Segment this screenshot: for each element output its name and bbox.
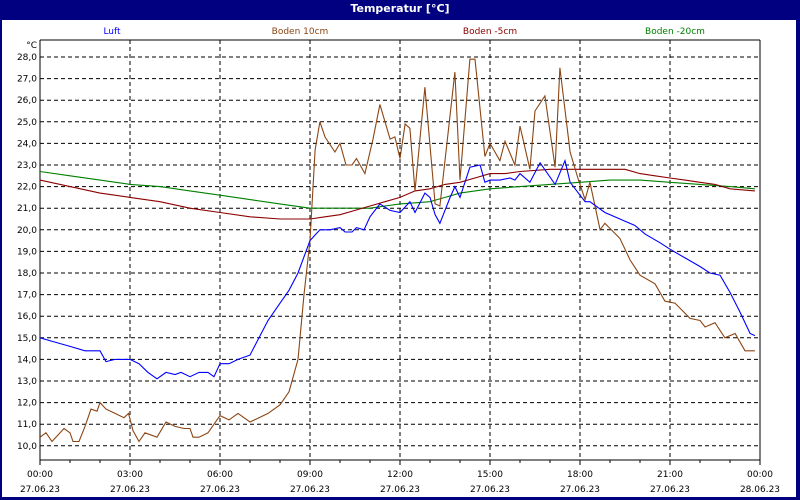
x-tick-date: 27.06.23	[20, 485, 60, 495]
x-tick-date: 27.06.23	[200, 485, 240, 495]
y-tick-label: 18,0	[17, 269, 37, 279]
x-tick-date: 27.06.23	[290, 485, 330, 495]
y-tick-label: 15,0	[17, 334, 37, 344]
x-tick-time: 12:00	[387, 470, 413, 480]
y-tick-label: 21,0	[17, 204, 37, 214]
x-tick-time: 09:00	[297, 470, 323, 480]
x-tick-time: 03:00	[117, 470, 143, 480]
x-tick-date: 27.06.23	[650, 485, 690, 495]
chart-panel	[2, 20, 796, 497]
x-tick-time: 00:00	[27, 470, 53, 480]
series-line-boden-10cm	[39, 58, 755, 443]
y-axis-unit: °C	[26, 41, 37, 51]
series-line-boden-5cm	[39, 168, 755, 220]
y-tick-label: 27,0	[17, 75, 37, 85]
y-tick-label: 25,0	[17, 118, 37, 128]
y-tick-label: 23,0	[17, 161, 37, 171]
legend-entry-boden-10cm: Boden 10cm	[272, 27, 329, 37]
y-tick-label: 13,0	[17, 377, 37, 387]
series-line-boden-20cm	[39, 170, 755, 209]
y-tick-label: 24,0	[17, 139, 37, 149]
x-tick-time: 15:00	[477, 470, 503, 480]
y-tick-label: 28,0	[17, 53, 37, 63]
y-tick-label: 22,0	[17, 183, 37, 193]
y-tick-label: 19,0	[17, 247, 37, 257]
x-tick-date: 27.06.23	[470, 485, 510, 495]
x-tick-date: 27.06.23	[380, 485, 420, 495]
x-tick-time: 21:00	[657, 470, 683, 480]
y-tick-label: 11,0	[17, 420, 37, 430]
y-tick-label: 14,0	[17, 355, 37, 365]
series-line-luft	[39, 158, 756, 380]
y-tick-label: 10,0	[17, 442, 37, 452]
y-tick-label: 26,0	[17, 96, 37, 106]
x-tick-date: 28.06.23	[740, 485, 780, 495]
x-tick-date: 27.06.23	[110, 485, 150, 495]
x-tick-date: 27.06.23	[560, 485, 600, 495]
y-tick-label: 20,0	[17, 226, 37, 236]
x-tick-time: 00:00	[747, 470, 773, 480]
legend-entry-luft: Luft	[103, 27, 121, 37]
x-tick-time: 06:00	[207, 470, 233, 480]
chart-title: Temperatur [°C]	[0, 0, 800, 20]
y-tick-label: 16,0	[17, 312, 37, 322]
x-tick-time: 18:00	[567, 470, 593, 480]
legend-entry-boden-20cm: Boden -20cm	[645, 27, 705, 37]
y-tick-label: 12,0	[17, 399, 37, 409]
y-tick-label: 17,0	[17, 291, 37, 301]
legend-entry-boden-5cm: Boden -5cm	[463, 27, 517, 37]
